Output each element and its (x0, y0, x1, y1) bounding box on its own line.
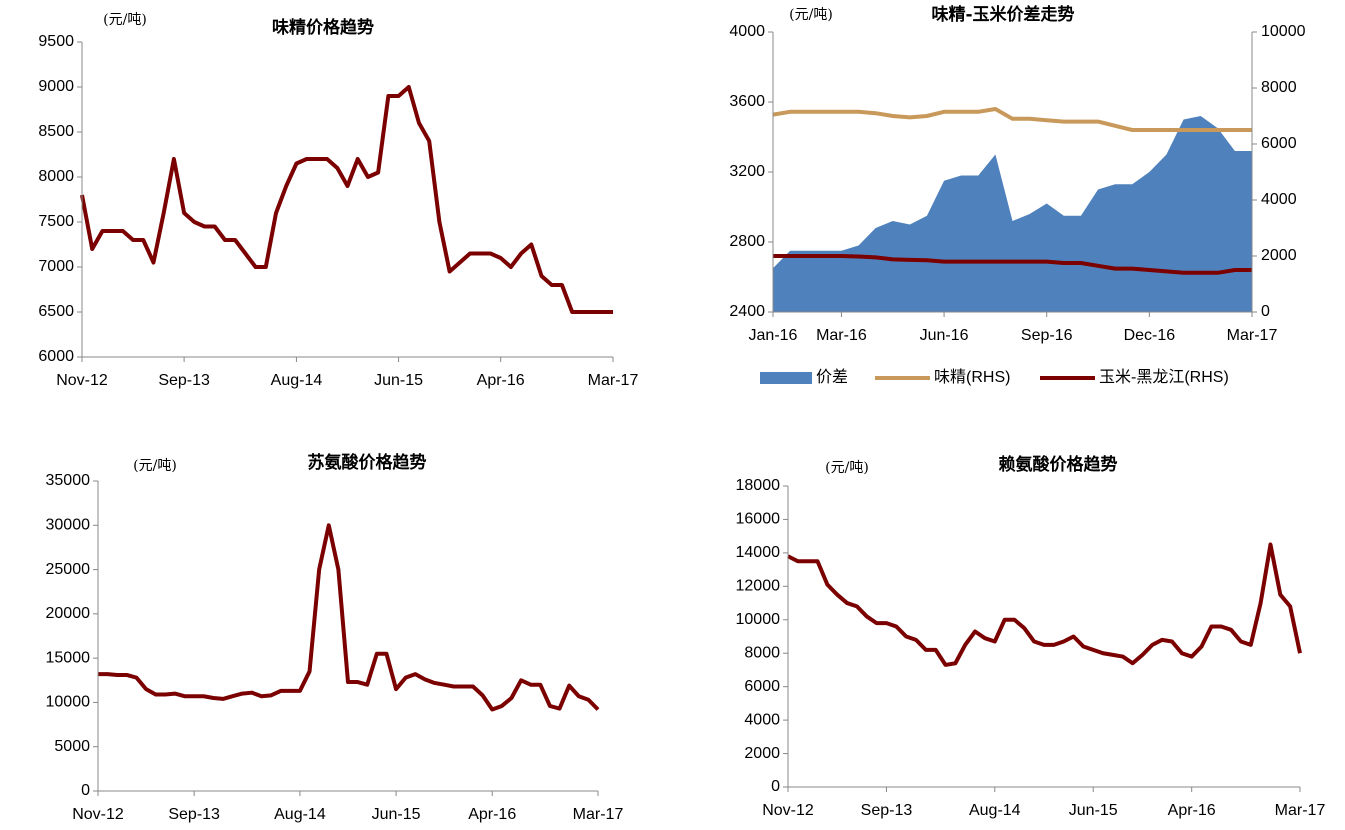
x-tick-label: Jun-15 (374, 372, 423, 389)
y-tick-label: 25000 (46, 561, 91, 578)
area (773, 116, 1252, 312)
line (98, 523, 600, 712)
axis-unit: (元/吨) (103, 12, 147, 28)
x-tick-label: Apr-16 (1168, 802, 1216, 819)
x-tick-label: Nov-12 (762, 802, 814, 819)
y2-tick-label: 4000 (1261, 191, 1297, 208)
x-tick-label: Apr-16 (477, 372, 525, 389)
legend-label: 玉米-黑龙江(RHS) (1099, 368, 1229, 386)
y-tick-label: 2000 (744, 745, 780, 762)
y-tick-label: 10000 (736, 611, 781, 628)
y-tick-label: 16000 (736, 511, 781, 528)
line (80, 85, 613, 314)
legend-swatch (760, 372, 812, 384)
y-tick-label: 6500 (38, 303, 74, 320)
line (787, 542, 1302, 667)
chart-title: 味精-玉米价差走势 (931, 4, 1074, 25)
y-tick-label: 3600 (729, 93, 765, 110)
y-tick-label: 30000 (46, 517, 91, 534)
x-tick-label: Mar-17 (1275, 802, 1326, 819)
x-tick-label: Mar-16 (816, 327, 867, 344)
y2-tick-label: 6000 (1261, 135, 1297, 152)
y-tick-label: 7500 (38, 213, 74, 230)
y-tick-label: 9000 (38, 78, 74, 95)
x-tick-label: Sep-13 (158, 372, 210, 389)
legend-label: 价差 (816, 368, 848, 386)
y-tick-label: 7000 (38, 258, 74, 275)
x-tick-label: Nov-12 (72, 806, 124, 823)
y-tick-label: 3200 (729, 163, 765, 180)
chart-title: 苏氨酸价格趋势 (308, 452, 427, 473)
x-tick-label: Jun-16 (920, 327, 969, 344)
y-tick-label: 9500 (38, 33, 74, 50)
x-tick-label: Mar-17 (1227, 327, 1278, 344)
x-tick-label: Mar-17 (573, 806, 624, 823)
y-tick-label: 0 (771, 778, 780, 795)
y-tick-label: 6000 (38, 348, 74, 365)
y-tick-label: 15000 (46, 649, 91, 666)
x-tick-label: Sep-13 (861, 802, 913, 819)
y-tick-label: 8500 (38, 123, 74, 140)
x-tick-label: Aug-14 (271, 372, 323, 389)
y-tick-label: 4000 (729, 23, 765, 40)
x-tick-label: Jun-15 (1069, 802, 1118, 819)
x-tick-label: Mar-17 (588, 372, 639, 389)
y-tick-label: 6000 (744, 678, 780, 695)
x-tick-label: Aug-14 (274, 806, 326, 823)
y-tick-label: 0 (81, 782, 90, 799)
legend-label: 味精(RHS) (934, 368, 1010, 386)
y-tick-label: 35000 (46, 472, 91, 489)
y-tick-label: 2400 (729, 303, 765, 320)
x-tick-label: Apr-16 (468, 806, 516, 823)
axis-unit: (元/吨) (789, 7, 833, 23)
axis-unit: (元/吨) (825, 460, 869, 476)
y2-tick-label: 8000 (1261, 79, 1297, 96)
x-tick-label: Jun-15 (372, 806, 421, 823)
line (772, 107, 1252, 132)
line (773, 254, 1252, 275)
y-tick-label: 18000 (736, 477, 781, 494)
x-tick-label: Aug-14 (969, 802, 1021, 819)
y-tick-label: 5000 (54, 738, 90, 755)
x-tick-label: Sep-13 (168, 806, 220, 823)
y2-tick-label: 0 (1261, 303, 1270, 320)
x-tick-label: Dec-16 (1124, 327, 1176, 344)
y-tick-label: 8000 (38, 168, 74, 185)
y-tick-label: 4000 (744, 711, 780, 728)
y-tick-label: 20000 (46, 605, 91, 622)
y-tick-label: 10000 (46, 694, 91, 711)
y-tick-label: 2800 (729, 233, 765, 250)
y-tick-label: 12000 (736, 578, 781, 595)
x-tick-label: Nov-12 (56, 372, 108, 389)
x-tick-label: Sep-16 (1021, 327, 1073, 344)
y-tick-label: 8000 (744, 644, 780, 661)
chart-title: 味精价格趋势 (272, 17, 374, 38)
chart-title: 赖氨酸价格趋势 (999, 454, 1118, 475)
y2-tick-label: 2000 (1261, 247, 1297, 264)
y2-tick-label: 10000 (1261, 23, 1306, 40)
axis-unit: (元/吨) (133, 458, 177, 474)
x-tick-label: Jan-16 (749, 327, 798, 344)
y-tick-label: 14000 (736, 544, 781, 561)
